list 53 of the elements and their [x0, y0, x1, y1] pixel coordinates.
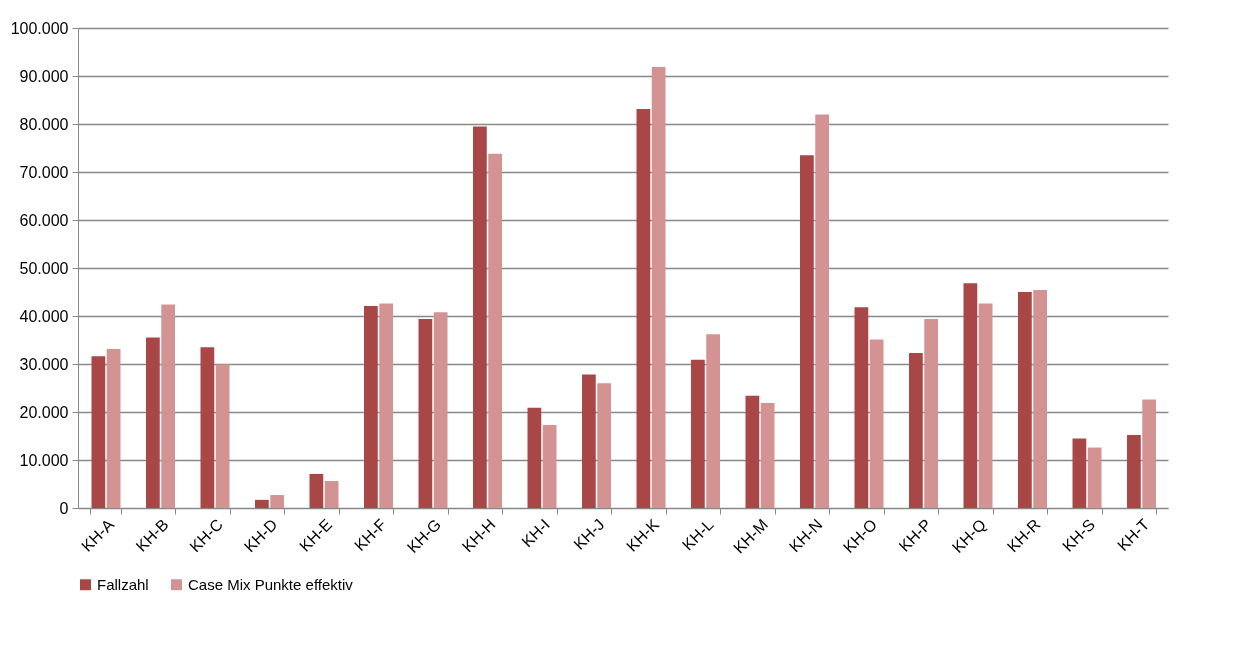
bar [1033, 290, 1048, 508]
y-tick-label: 60.000 [19, 211, 69, 229]
bar [869, 339, 884, 508]
bar [978, 303, 993, 508]
bar [636, 109, 651, 508]
bar [473, 126, 487, 508]
bar [582, 374, 596, 508]
bar [91, 356, 106, 508]
bar [691, 359, 705, 508]
legend-label: Fallzahl [97, 575, 149, 593]
bar [146, 337, 160, 508]
bar [433, 312, 448, 508]
y-tick-label: 10.000 [19, 451, 69, 469]
bar [963, 283, 978, 508]
bar [760, 402, 775, 508]
bar [364, 305, 378, 508]
y-tick-label: 40.000 [19, 307, 69, 325]
bar [745, 395, 760, 508]
y-tick-label: 100.000 [10, 19, 69, 37]
bar [527, 407, 542, 508]
bar [161, 304, 176, 508]
bar [1087, 447, 1102, 508]
bar [309, 473, 324, 508]
bar [324, 481, 339, 508]
bar [1127, 435, 1141, 508]
y-tick-label: 80.000 [19, 115, 69, 133]
bar [215, 364, 230, 508]
bar [542, 424, 557, 508]
bar [106, 349, 121, 508]
y-tick-label: 70.000 [19, 163, 69, 181]
y-tick-label: 90.000 [19, 67, 69, 85]
bar [270, 495, 285, 508]
bar [924, 318, 939, 508]
bar [854, 307, 869, 508]
y-tick-label: 30.000 [19, 355, 69, 373]
bar [909, 352, 923, 508]
bar [597, 383, 612, 508]
bar [651, 66, 666, 508]
y-tick-label: 0 [59, 499, 69, 517]
bar [1072, 438, 1087, 508]
bar [379, 303, 394, 508]
bar [418, 318, 433, 508]
bar [488, 153, 503, 508]
bar [706, 334, 721, 508]
bar [255, 499, 269, 508]
y-tick-label: 20.000 [19, 403, 69, 421]
bar [1018, 292, 1032, 508]
legend-label: Case Mix Punkte effektiv [188, 575, 354, 593]
y-tick-label: 50.000 [19, 259, 69, 277]
bar [1142, 399, 1157, 508]
bar [815, 114, 830, 508]
bar [200, 347, 215, 508]
bar [800, 155, 814, 508]
